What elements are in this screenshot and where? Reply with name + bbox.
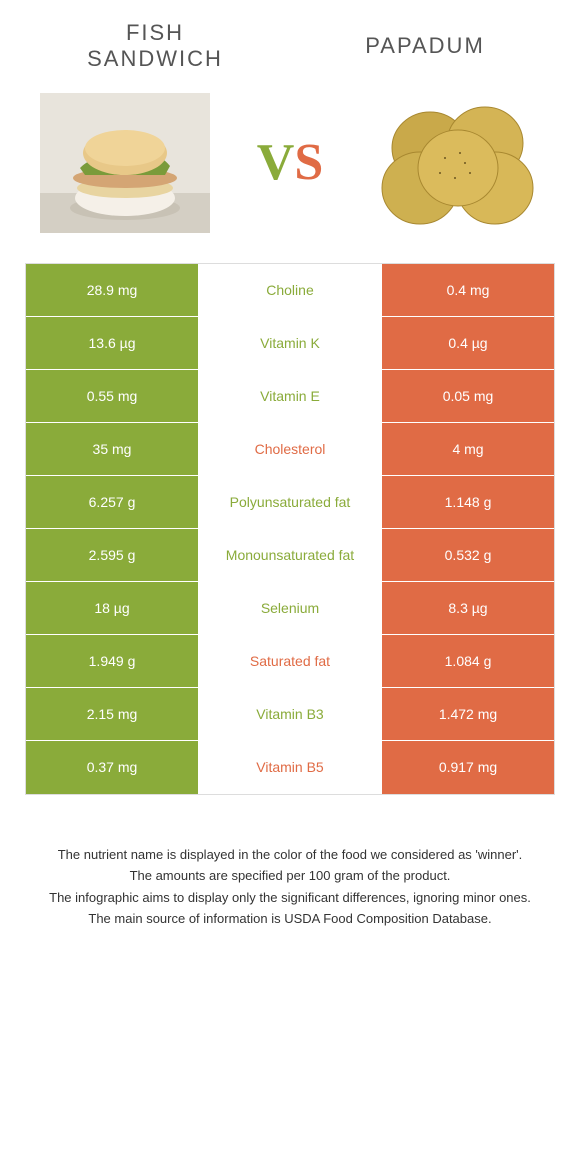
- nutrient-label: Polyunsaturated fat: [198, 476, 382, 528]
- header-row: Fish Sandwich Papadum: [15, 20, 565, 73]
- table-row: 0.37 mgVitamin B50.917 mg: [26, 741, 554, 794]
- table-row: 1.949 gSaturated fat1.084 g: [26, 635, 554, 688]
- right-food-title: Papadum: [325, 33, 525, 59]
- vs-label: VS: [257, 133, 323, 192]
- footer-line-4: The main source of information is USDA F…: [35, 909, 545, 929]
- nutrient-label: Vitamin K: [198, 317, 382, 369]
- right-value: 0.917 mg: [382, 741, 554, 794]
- nutrient-label: Choline: [198, 264, 382, 316]
- vs-v: V: [257, 134, 295, 191]
- left-value: 0.55 mg: [26, 370, 198, 422]
- nutrient-label: Selenium: [198, 582, 382, 634]
- papadum-image: [370, 93, 540, 233]
- footer-line-3: The infographic aims to display only the…: [35, 888, 545, 908]
- vs-s: S: [294, 134, 323, 191]
- right-value: 1.472 mg: [382, 688, 554, 740]
- left-value: 28.9 mg: [26, 264, 198, 316]
- table-row: 0.55 mgVitamin E0.05 mg: [26, 370, 554, 423]
- image-row: VS: [15, 93, 565, 233]
- nutrient-label: Cholesterol: [198, 423, 382, 475]
- right-value: 0.532 g: [382, 529, 554, 581]
- footer-line-1: The nutrient name is displayed in the co…: [35, 845, 545, 865]
- table-row: 2.595 gMonounsaturated fat0.532 g: [26, 529, 554, 582]
- left-value: 6.257 g: [26, 476, 198, 528]
- nutrient-label: Vitamin B3: [198, 688, 382, 740]
- nutrient-table: 28.9 mgCholine0.4 mg13.6 µgVitamin K0.4 …: [25, 263, 555, 795]
- table-row: 2.15 mgVitamin B31.472 mg: [26, 688, 554, 741]
- nutrient-label: Vitamin B5: [198, 741, 382, 794]
- left-value: 2.595 g: [26, 529, 198, 581]
- right-value: 0.05 mg: [382, 370, 554, 422]
- footer-notes: The nutrient name is displayed in the co…: [15, 845, 565, 929]
- table-row: 18 µgSelenium8.3 µg: [26, 582, 554, 635]
- right-value: 8.3 µg: [382, 582, 554, 634]
- left-value: 13.6 µg: [26, 317, 198, 369]
- nutrient-label: Saturated fat: [198, 635, 382, 687]
- left-value: 18 µg: [26, 582, 198, 634]
- footer-line-2: The amounts are specified per 100 gram o…: [35, 866, 545, 886]
- left-food-title: Fish Sandwich: [55, 20, 255, 73]
- right-value: 0.4 µg: [382, 317, 554, 369]
- left-value: 1.949 g: [26, 635, 198, 687]
- left-value: 35 mg: [26, 423, 198, 475]
- nutrient-label: Monounsaturated fat: [198, 529, 382, 581]
- table-row: 13.6 µgVitamin K0.4 µg: [26, 317, 554, 370]
- fish-sandwich-image: [40, 93, 210, 233]
- left-value: 2.15 mg: [26, 688, 198, 740]
- table-row: 35 mgCholesterol4 mg: [26, 423, 554, 476]
- right-value: 1.084 g: [382, 635, 554, 687]
- nutrient-label: Vitamin E: [198, 370, 382, 422]
- right-value: 4 mg: [382, 423, 554, 475]
- right-value: 0.4 mg: [382, 264, 554, 316]
- table-row: 6.257 gPolyunsaturated fat1.148 g: [26, 476, 554, 529]
- table-row: 28.9 mgCholine0.4 mg: [26, 264, 554, 317]
- left-value: 0.37 mg: [26, 741, 198, 794]
- right-value: 1.148 g: [382, 476, 554, 528]
